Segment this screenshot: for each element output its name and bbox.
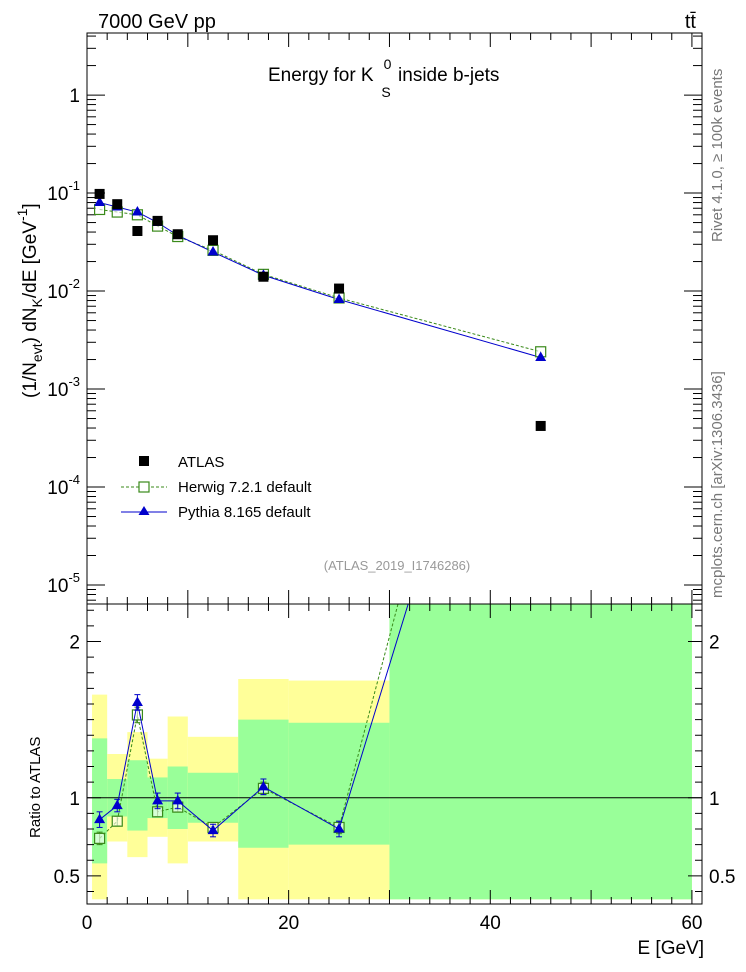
main-y-tick-exp: -3	[68, 374, 80, 389]
atlas-point	[208, 235, 219, 246]
ratio-band-1sigma	[92, 738, 108, 864]
atlas-point	[535, 420, 546, 431]
herwig-ratio-point	[536, 58, 546, 68]
herwig-line	[99, 208, 541, 353]
x-tick-label: 40	[480, 913, 501, 934]
ratio-band-1sigma	[389, 604, 692, 900]
main-y-ticks: 10-510-410-310-210-11	[47, 35, 702, 601]
atlas-point	[172, 229, 183, 240]
ylabel-b: evt	[29, 343, 45, 362]
pythia-point	[94, 196, 106, 207]
legend-herwig-marker	[138, 481, 150, 493]
main-y-axis-label: (1/Nevt) dNK/dE [GeV-1]	[14, 203, 45, 398]
main-y-tick-label: 10-5	[47, 570, 80, 597]
ratio-y-tick-label-right: 0.5	[709, 867, 735, 888]
atlas-point	[258, 271, 269, 282]
ratio-y-tick-label-right: 1	[709, 789, 720, 810]
main-panel: Energy for K 0 S inside b-jets (1/Nevt) dN…	[14, 32, 703, 605]
ratio-y-tick-label-left: 2	[69, 633, 80, 654]
legend-atlas-marker	[139, 456, 149, 466]
main-y-tick-label: 10-2	[47, 276, 80, 303]
main-y-tick-exp: -2	[68, 276, 80, 291]
main-y-tick-label: 10-3	[47, 374, 80, 401]
ratio-y-tick-label-right: 2	[709, 633, 720, 654]
ratio-frame	[86, 603, 703, 905]
atlas-point	[112, 199, 123, 210]
title-sub: S	[381, 84, 390, 100]
ratio-y-axis-label: Ratio to ATLAS	[27, 737, 44, 838]
pythia-ratio-point	[333, 823, 345, 833]
ratio-panel: 0.5 0.5 1 1 2 2 0 20 40 60 Ratio to ATLAS E [GeV…	[27, 58, 735, 959]
main-y-tick-label: 10-4	[47, 472, 80, 499]
pythia-ratio-point	[207, 824, 219, 835]
atlas-point	[132, 226, 143, 237]
ylabel-e: /dE [GeV	[20, 221, 41, 298]
pythia-point	[131, 206, 143, 216]
x-tick-label: 60	[681, 913, 702, 934]
legend-pythia-marker	[138, 506, 150, 515]
legend: ATLAS Herwig 7.2.1 default Pythia 8.165 …	[121, 454, 312, 521]
ratio-x-ticks: 0 20 40 60	[82, 604, 702, 934]
rivet-version-label: Rivet 4.1.0, ≥ 100k events	[709, 69, 726, 242]
main-y-tick-exp: -4	[68, 472, 80, 487]
pythia-ratio-point	[94, 813, 106, 824]
ratio-uncertainty-bands	[92, 604, 692, 900]
pythia-point	[333, 293, 345, 303]
ratio-series	[94, 58, 546, 846]
herwig-ratio-point	[111, 815, 123, 827]
ylabel-d: K	[29, 298, 45, 308]
pythia-ratio-point	[535, 167, 546, 177]
ylabel-g: ]	[20, 203, 41, 208]
main-y-tick-base: 10	[47, 380, 68, 401]
main-y-tick-base: 10	[47, 184, 68, 205]
pythia-ratio-point	[172, 794, 184, 805]
title-main: Energy for K	[268, 65, 374, 86]
ylabel-a: (1/N	[20, 362, 41, 398]
ratio-y-tick-label-left: 0.5	[54, 867, 80, 888]
pythia-ratio-point	[131, 696, 143, 706]
legend-pythia-label: Pythia 8.165 default	[178, 504, 311, 521]
atlas-point	[152, 215, 163, 226]
ratio-y-tick-label-left: 1	[69, 789, 80, 810]
ratio-y-ticks: 0.5 0.5 1 1 2 2	[54, 609, 735, 892]
pythia-ratio-point	[257, 780, 269, 791]
main-title: Energy for K 0 S inside b-jets	[268, 56, 499, 100]
energy-process-label: 7000 GeV pp	[98, 11, 216, 33]
ratio-band-1sigma	[127, 760, 148, 831]
analysis-watermark: (ATLAS_2019_I1746286)	[324, 558, 470, 573]
main-y-tick-label: 1	[69, 86, 80, 107]
process-symbol: tt̄	[685, 11, 697, 33]
mcplots-reference-label: mcplots.cern.ch [arXiv:1306.3436]	[709, 371, 726, 598]
main-y-tick-label: 10-1	[47, 178, 80, 205]
herwig-ratio-point	[94, 832, 106, 844]
ylabel-c: ) dN	[20, 308, 41, 344]
pythia-point	[207, 246, 219, 256]
main-y-tick-base: 10	[47, 478, 68, 499]
legend-herwig-label: Herwig 7.2.1 default	[178, 479, 312, 496]
ylabel-f: -1	[14, 208, 30, 221]
main-x-ticks	[86, 33, 693, 604]
x-tick-label: 20	[278, 913, 299, 934]
title-sup: 0	[384, 56, 392, 72]
pythia-ratio-point	[111, 799, 123, 810]
main-series	[94, 188, 547, 431]
main-y-tick-base: 10	[47, 576, 68, 597]
main-y-tick-base: 10	[47, 282, 68, 303]
main-y-tick-exp: -5	[68, 570, 80, 585]
atlas-point	[334, 283, 345, 294]
legend-atlas-label: ATLAS	[178, 454, 224, 471]
atlas-point	[94, 188, 105, 199]
title-tail: inside b-jets	[393, 65, 500, 86]
pythia-point	[535, 351, 547, 361]
x-tick-label: 0	[82, 913, 93, 934]
main-y-tick-exp: -1	[68, 178, 80, 193]
pythia-ratio-point	[152, 794, 164, 805]
x-axis-label: E [GeV]	[637, 938, 704, 959]
